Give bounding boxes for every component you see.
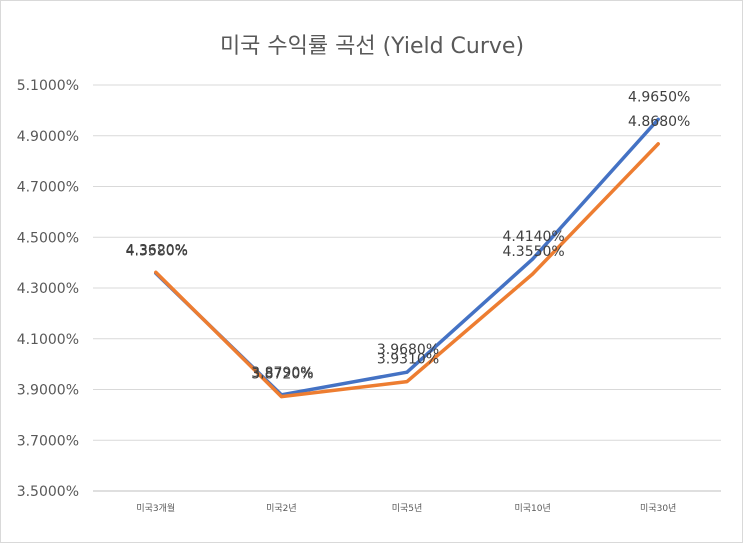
y-tick-label: 3.9000% <box>17 383 79 399</box>
data-label: 4.4140% <box>502 229 564 245</box>
y-tick-label: 3.7000% <box>17 433 79 449</box>
data-label: 3.9310% <box>377 352 439 368</box>
data-point <box>531 257 535 261</box>
data-point <box>154 270 158 274</box>
data-label: 3.9680% <box>377 342 439 358</box>
data-label: 4.3580% <box>126 243 188 259</box>
x-tick-label: 미국10년 <box>514 503 550 514</box>
data-point <box>531 272 535 276</box>
x-tick-label: 미국5년 <box>392 503 423 514</box>
x-axis-ticks: 미국3개월 미국2년 미국5년 미국10년 미국30년 <box>136 502 676 514</box>
y-tick-label: 3.5000% <box>17 484 79 500</box>
data-point <box>656 117 660 121</box>
y-tick-label: 4.7000% <box>17 180 79 196</box>
chart-title: 미국 수익률 곡선 (Yield Curve) <box>220 34 524 59</box>
y-tick-label: 4.5000% <box>17 230 79 246</box>
gridlines <box>93 84 721 492</box>
data-label: 3.8720% <box>251 367 313 383</box>
y-tick-label: 4.1000% <box>17 332 79 348</box>
data-point <box>656 142 660 146</box>
data-point <box>279 395 283 399</box>
data-label: 4.3620% <box>126 242 188 258</box>
data-label: 4.3550% <box>502 244 564 260</box>
series-lines <box>154 117 660 399</box>
data-point <box>405 370 409 374</box>
data-label: 3.8790% <box>251 365 313 381</box>
data-label: 4.8680% <box>628 114 690 130</box>
data-point <box>405 380 409 384</box>
y-tick-label: 4.3000% <box>17 281 79 297</box>
data-label: 4.9650% <box>628 89 690 105</box>
data-labels: 4.3580% 3.8790% 3.9680% 4.4140% 4.9650% 4.362… <box>126 89 691 382</box>
y-tick-label: 4.9000% <box>17 129 79 145</box>
y-axis-ticks: 3.5000% 3.7000% 3.9000% 4.1000% 4.3000% 4.500… <box>17 78 79 500</box>
y-tick-label: 5.1000% <box>17 78 79 94</box>
x-tick-label: 미국30년 <box>640 503 676 514</box>
x-tick-label: 미국3개월 <box>136 502 175 514</box>
x-tick-label: 미국2년 <box>266 503 297 514</box>
